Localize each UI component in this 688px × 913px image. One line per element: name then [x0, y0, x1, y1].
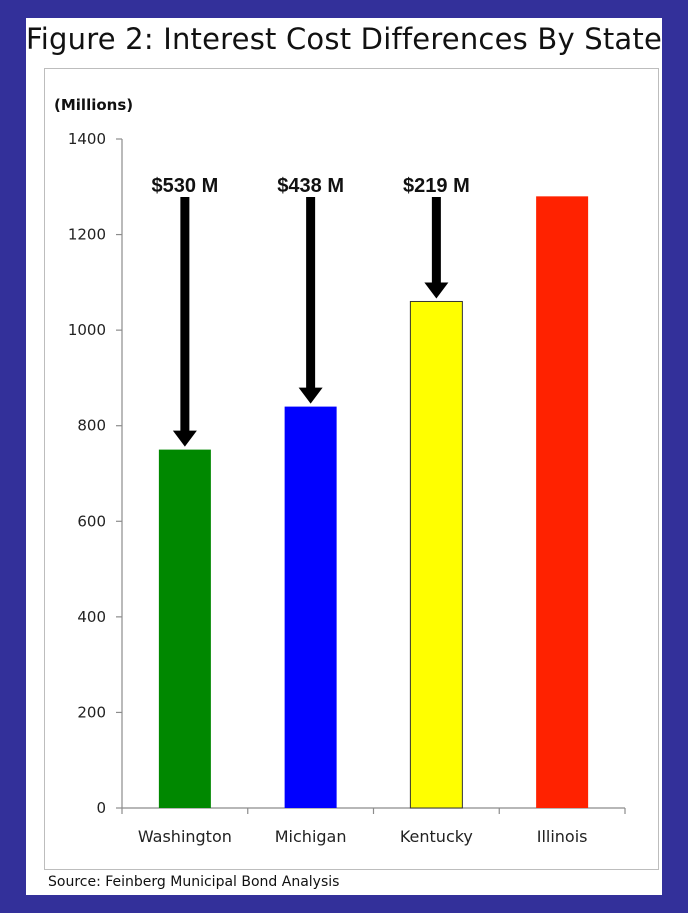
chart-frame	[44, 68, 659, 870]
annotation-label: $438 M	[277, 175, 344, 197]
y-unit-label: (Millions)	[54, 96, 133, 114]
annotation-arrow-head	[298, 387, 323, 404]
y-tick-label: 1400	[68, 130, 106, 148]
bar-michigan	[284, 406, 337, 808]
bar-washington	[158, 449, 211, 808]
y-tick-label: 0	[96, 799, 106, 817]
annotation-label: $219 M	[403, 175, 470, 197]
y-tick-label: 800	[77, 417, 106, 435]
x-tick-label: Michigan	[275, 827, 347, 846]
x-tick-label: Kentucky	[400, 827, 473, 846]
y-tick-label: 400	[77, 608, 106, 626]
x-tick-label: Illinois	[537, 827, 588, 846]
bar-illinois	[536, 196, 589, 809]
annotation-label: $530 M	[152, 175, 219, 197]
y-tick-label: 200	[77, 703, 106, 721]
annotation-arrow-head	[424, 282, 449, 299]
annotation-arrow-head	[172, 430, 197, 447]
x-tick-label: Washington	[138, 827, 232, 846]
y-tick-label: 600	[77, 512, 106, 530]
chart-title: Figure 2: Interest Cost Differences By S…	[26, 22, 662, 56]
bar-kentucky	[409, 300, 463, 809]
y-tick-label: 1000	[68, 321, 106, 339]
source-note: Source: Feinberg Municipal Bond Analysis	[48, 874, 340, 890]
y-tick-label: 1200	[68, 226, 106, 244]
